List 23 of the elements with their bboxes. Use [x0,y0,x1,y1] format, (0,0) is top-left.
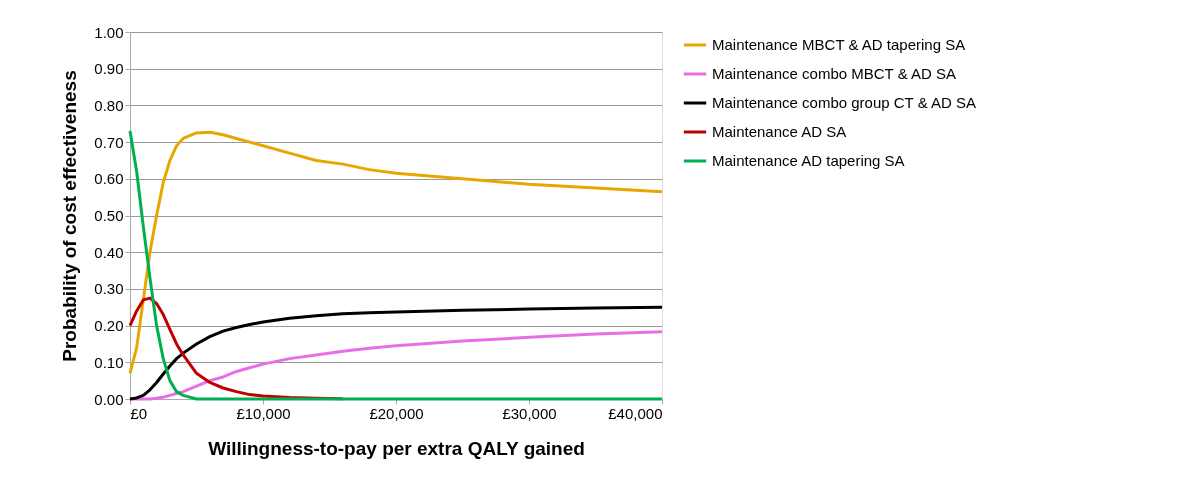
y-tick-label: 0.50 [94,207,124,224]
y-axis-title: Probability of cost effectiveness [59,70,81,362]
x-tick-label: £30,000 [502,404,557,422]
legend-label: Maintenance AD SA [712,123,847,140]
y-tick-label: 0.60 [94,170,124,188]
x-axis-title: Willingness-to-pay per extra QALY gained [208,437,585,459]
legend-label: Maintenance combo MBCT & AD SA [712,65,956,82]
x-tick-label: £20,000 [369,404,424,422]
y-tick-label: 0.40 [94,243,124,261]
y-tick-label: 0.70 [94,133,124,151]
y-tick-label: 0.20 [94,317,124,335]
y-tick-label: 0.00 [94,390,124,408]
y-tick-label: 0.90 [94,60,124,78]
x-tick-label: £10,000 [236,404,291,422]
y-tick-label: 0.80 [94,96,124,114]
x-tick-label: £40,000 [608,404,663,422]
y-tick-label: 1.00 [94,23,124,41]
y-tick-label: 0.30 [94,280,124,298]
legend-label: Maintenance combo group CT & AD SA [712,94,977,111]
x-tick-label: £0 [130,404,148,422]
legend-label: Maintenance AD tapering SA [712,152,905,169]
y-tick-label: 0.10 [94,353,124,371]
legend-label: Maintenance MBCT & AD tapering SA [712,36,966,53]
